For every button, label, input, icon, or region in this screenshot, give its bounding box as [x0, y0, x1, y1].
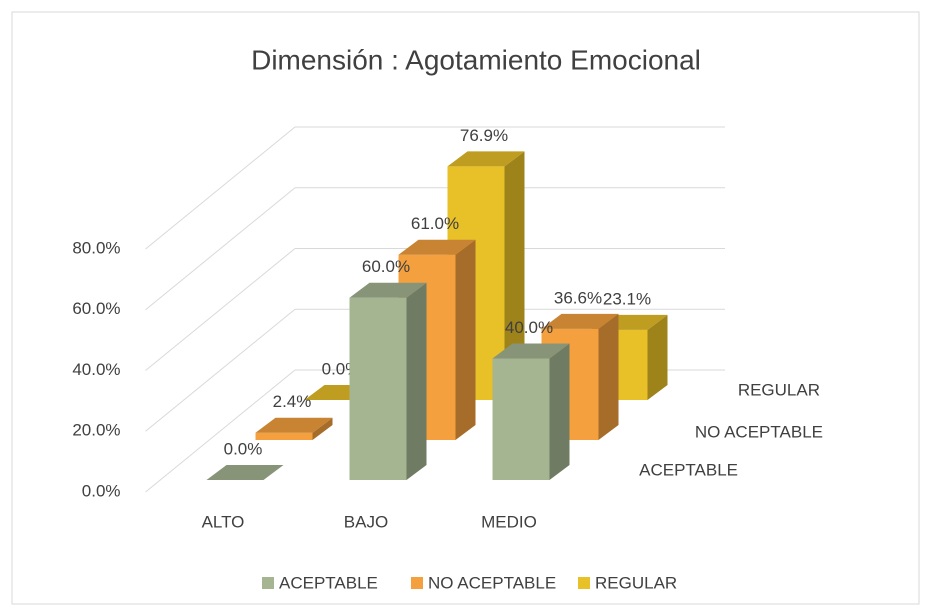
- data-label: 60.0%: [362, 257, 410, 276]
- bar-top: [541, 313, 619, 329]
- data-label: 40.0%: [505, 318, 553, 337]
- bar-top: [398, 239, 476, 255]
- legend-label: ACEPTABLE: [279, 573, 378, 592]
- depth-label: ACEPTABLE: [639, 460, 738, 479]
- grid-line: [145, 308, 296, 432]
- bar-top: [349, 282, 427, 298]
- y-tick-label: 0.0%: [82, 481, 121, 500]
- data-label: 23.1%: [603, 289, 651, 308]
- x-tick-label: BAJO: [344, 512, 388, 531]
- x-tick-label: MEDIO: [481, 512, 537, 531]
- bar: [255, 432, 313, 440]
- bar-side: [406, 282, 427, 480]
- grid-line: [145, 248, 296, 371]
- y-tick-label: 60.0%: [72, 299, 120, 318]
- bar-top: [447, 151, 525, 167]
- bar-side: [312, 417, 333, 440]
- bar-side: [647, 314, 668, 400]
- legend-label: NO ACEPTABLE: [428, 573, 556, 592]
- y-tick-label: 40.0%: [72, 360, 120, 379]
- bar-side: [598, 313, 619, 440]
- y-tick-label: 80.0%: [72, 238, 120, 257]
- grid-line: [145, 187, 296, 311]
- data-label: 76.9%: [460, 126, 508, 145]
- bar-top: [492, 343, 570, 359]
- data-label: 2.4%: [273, 392, 312, 411]
- legend-swatch: [262, 577, 274, 589]
- depth-label: REGULAR: [738, 380, 820, 399]
- data-label: 61.0%: [411, 214, 459, 233]
- grid-line: [145, 369, 296, 493]
- x-tick-label: ALTO: [202, 512, 245, 531]
- bar-side: [455, 239, 476, 440]
- grid-line: [145, 126, 296, 250]
- data-label: 0.0%: [224, 439, 263, 458]
- bar-side: [504, 151, 525, 400]
- depth-label: NO ACEPTABLE: [695, 422, 823, 441]
- y-tick-label: 20.0%: [72, 421, 120, 440]
- bar-top: [206, 465, 284, 480]
- bar-top: [255, 417, 333, 433]
- data-label: 36.6%: [554, 288, 602, 307]
- bar-side: [549, 343, 570, 480]
- chart-title: Dimensión : Agotamiento Emocional: [251, 44, 701, 75]
- bar: [492, 358, 550, 480]
- bar: [349, 297, 407, 480]
- legend-label: REGULAR: [595, 573, 677, 592]
- legend-swatch: [578, 577, 590, 589]
- legend-swatch: [411, 577, 423, 589]
